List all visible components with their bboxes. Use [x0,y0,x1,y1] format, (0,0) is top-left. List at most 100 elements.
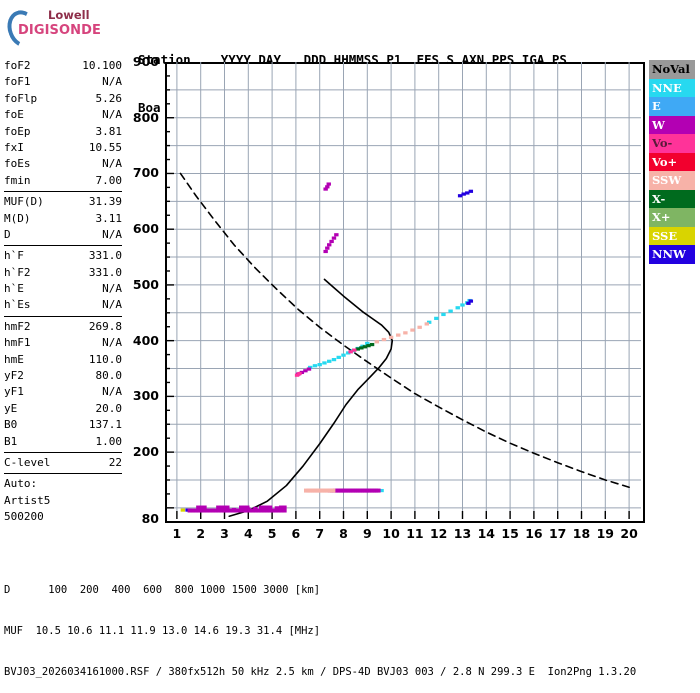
parameter-row: yF2 80.0 [4,368,122,384]
parameter-row: fxI 10.55 [4,140,122,156]
parameter-value: N/A [102,336,122,350]
parameter-row: B1 1.00 [4,434,122,450]
parameter-row: foEp 3.81 [4,124,122,140]
parameter-key: foEs [4,157,31,171]
parameter-row: yF1 N/A [4,384,122,400]
series-f2-trace-ssw [374,322,429,344]
y-axis-tick-label: 200 [132,444,159,460]
legend-item-nnw[interactable]: NNW [649,245,695,264]
logo-digisonde-text: DIGISONDE [18,23,102,38]
parameter-key: hmF1 [4,336,31,350]
footer-info: D 100 200 400 600 800 1000 1500 3000 [km… [4,557,636,693]
parameter-row: foF1 N/A [4,74,122,90]
series-e-region-low-sse [180,508,186,512]
x-axis-tick-label: 18 [572,526,591,541]
muf-curve [179,172,630,489]
parameter-value: 7.00 [95,173,123,187]
parameter-row: fmin 7.00 [4,173,122,189]
parameter-key: C-level [4,455,51,469]
x-axis-tick-label: 1 [172,526,182,541]
parameter-separator [4,451,122,453]
parameter-key: B1 [4,434,18,448]
parameter-row: hmF1 N/A [4,335,122,351]
ionogram-plot-svg [165,62,641,519]
legend-item-vo-[interactable]: Vo- [649,134,695,153]
series-multi-hop-b [457,189,474,198]
parameter-value: N/A [102,75,122,89]
polarization-legend: NoVal NNE E W Vo- Vo+ SSW X- X+ SSE NNW [649,60,695,264]
parameter-value: N/A [102,282,122,296]
x-axis-tick-label: 4 [243,526,253,541]
parameter-key: h`F2 [4,265,31,279]
parameter-key: foFlp [4,91,38,105]
x-axis-tick-label: 19 [596,526,614,541]
legend-item-nne[interactable]: NNE [649,78,695,97]
legend-item-noval[interactable]: NoVal [649,60,695,79]
ionogram-plot-area[interactable] [165,62,645,523]
parameter-value: 3.11 [95,211,123,225]
parameter-row: h`Es N/A [4,297,122,313]
parameter-value: N/A [102,298,122,312]
y-axis-tick-label: 400 [132,332,159,348]
parameter-value: 269.8 [88,319,122,333]
parameter-row: foFlp 5.26 [4,91,122,107]
parameter-key: B0 [4,418,18,432]
parameter-row: h`F 331.0 [4,248,122,264]
x-axis-tick-label: 8 [339,526,348,541]
parameter-key: foE [4,108,24,122]
parameter-key: D [4,227,11,241]
parameter-auto-line: 500200 [4,510,44,524]
x-axis-tick-label: 5 [267,526,277,541]
parameter-value: 20.0 [95,401,123,415]
parameter-row: C-level 22 [4,455,122,471]
axis-ticks [165,62,630,519]
parameter-value: 5.26 [95,91,123,105]
y-axis-tick-label: 300 [132,388,159,404]
x-axis-tick-label: 14 [477,526,495,541]
parameter-row: foF2 10.100 [4,58,122,74]
legend-item-ssw[interactable]: SSW [649,171,695,190]
series-multi-hop-c [323,233,339,254]
parameter-value: N/A [102,385,122,399]
parameter-key: foEp [4,124,31,138]
parameter-key: foF1 [4,75,31,89]
legend-item-sse[interactable]: SSE [649,226,695,245]
footer-muf-row: MUF 10.5 10.6 11.1 11.9 13.0 14.6 19.3 3… [4,624,321,637]
parameter-row: h`F2 331.0 [4,265,122,281]
legend-item-e[interactable]: E [649,97,695,116]
legend-item-vo-[interactable]: Vo+ [649,152,695,171]
parameter-key: hmE [4,352,24,366]
series-f2-trace-vo [294,348,357,377]
x-axis-tick-label: 6 [291,526,301,541]
parameter-value: 80.0 [95,369,123,383]
x-axis-tick-label: 13 [453,526,472,541]
parameter-key: hmF2 [4,319,31,333]
parameter-separator [4,191,122,193]
parameter-key: foF2 [4,59,31,72]
parameter-row: h`E N/A [4,281,122,297]
legend-item-x-[interactable]: X+ [649,208,695,227]
parameter-row: yE 20.0 [4,401,122,417]
parameter-key: fxI [4,140,24,154]
ionospheric-parameters-panel: foF2 10.100 foF1 N/A foFlp 5.26 foE N/A foEp 3.81… [4,58,122,526]
series-f2-trace-nnw [466,299,474,305]
y-axis-tick-label: 600 [132,221,159,237]
x-axis-tick-label: 10 [382,526,400,541]
legend-item-w[interactable]: W [649,115,695,134]
x-axis-tick-label: 7 [315,526,325,541]
x-axis-tick-label: 11 [406,526,424,541]
parameter-key: yE [4,401,18,415]
parameter-row: B0 137.1 [4,417,122,433]
parameter-row: foEs N/A [4,156,122,172]
legend-item-x-[interactable]: X- [649,189,695,208]
x-axis-tick-label: 15 [501,526,519,541]
parameter-row: hmF2 269.8 [4,319,122,335]
logo-lowell-text: Lowell [48,8,90,22]
parameter-key: h`F [4,249,24,263]
x-axis-tick-label: 9 [362,526,372,541]
parameter-row: foE N/A [4,107,122,123]
parameter-key: yF1 [4,385,24,399]
x-axis-tick-label: 16 [525,526,543,541]
parameter-value: N/A [102,227,122,241]
electron-density-profile [228,278,394,518]
